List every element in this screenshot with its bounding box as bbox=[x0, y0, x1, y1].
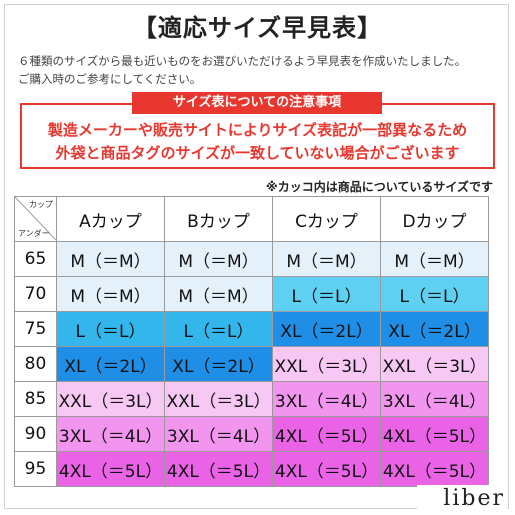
under-size: 95 bbox=[14, 451, 57, 487]
under-size: 75 bbox=[14, 311, 57, 347]
description-line: ご購入時のご参考にしてください。 bbox=[18, 72, 202, 86]
size-cell: XXL（＝3L） bbox=[56, 381, 165, 417]
corner-cup-label: カップ bbox=[29, 200, 53, 209]
page-title: 【適応サイズ早見表】 bbox=[132, 14, 383, 42]
table-row: 75 L（＝L） L（＝L） XL（＝2L） XL（＝2L） bbox=[14, 311, 489, 347]
notice-box: 製造メーカーや販売サイトによりサイズ表記が一部異なるため 外袋と商品タグのサイズ… bbox=[20, 103, 495, 169]
size-cell: L（＝L） bbox=[272, 276, 381, 312]
column-header: Dカップ bbox=[380, 196, 489, 242]
size-cell: XL（＝2L） bbox=[164, 346, 273, 382]
size-cell: M（＝M） bbox=[56, 241, 165, 277]
size-cell: 3XL（＝4L） bbox=[164, 416, 273, 452]
size-cell: XL（＝2L） bbox=[380, 311, 489, 347]
table-row: 65 M（＝M） M（＝M） M（＝M） M（＝M） bbox=[14, 241, 489, 277]
size-cell: 4XL（＝5L） bbox=[272, 416, 381, 452]
column-header: Cカップ bbox=[272, 196, 381, 242]
table-row: 80 XL（＝2L） XL（＝2L） XXL（＝3L） XXL（＝3L） bbox=[14, 346, 489, 382]
under-size: 65 bbox=[14, 241, 57, 277]
table-row: 70 M（＝M） M（＝M） L（＝L） L（＝L） bbox=[14, 276, 489, 312]
notice-line: 外袋と商品タグのサイズが一致していない場合がございます bbox=[55, 144, 460, 162]
table-header-row: カップ アンダー Aカップ Bカップ Cカップ Dカップ bbox=[14, 196, 489, 242]
table-corner: カップ アンダー bbox=[14, 196, 57, 242]
size-cell: M（＝M） bbox=[56, 276, 165, 312]
size-cell: XL（＝2L） bbox=[56, 346, 165, 382]
size-cell: 3XL（＝4L） bbox=[380, 381, 489, 417]
size-cell: M（＝M） bbox=[164, 241, 273, 277]
notice-panel: 製造メーカーや販売サイトによりサイズ表記が一部異なるため 外袋と商品タグのサイズ… bbox=[20, 92, 495, 176]
size-cell: L（＝L） bbox=[56, 311, 165, 347]
under-size: 80 bbox=[14, 346, 57, 382]
table-row: 90 3XL（＝4L） 3XL（＝4L） 4XL（＝5L） 4XL（＝5L） bbox=[14, 416, 489, 452]
column-header: Bカップ bbox=[164, 196, 273, 242]
size-cell: 4XL（＝5L） bbox=[56, 451, 165, 487]
notice-line: 製造メーカーや販売サイトによりサイズ表記が一部異なるため bbox=[47, 121, 468, 139]
size-cell: 3XL（＝4L） bbox=[56, 416, 165, 452]
description: ６種類のサイズから最も近いものをお選びいただけるよう早見表を作成いたしました。 … bbox=[18, 52, 503, 88]
size-cell: M（＝M） bbox=[272, 241, 381, 277]
size-note: ※カッコ内は商品についているサイズです bbox=[266, 180, 493, 194]
size-cell: XL（＝2L） bbox=[272, 311, 381, 347]
table-row: 85 XXL（＝3L） XXL（＝3L） 3XL（＝4L） 3XL（＝4L） bbox=[14, 381, 489, 417]
size-cell: L（＝L） bbox=[380, 276, 489, 312]
size-cell: L（＝L） bbox=[164, 311, 273, 347]
column-header: Aカップ bbox=[56, 196, 165, 242]
corner-diagonal bbox=[15, 197, 56, 241]
under-size: 70 bbox=[14, 276, 57, 312]
size-cell: 3XL（＝4L） bbox=[272, 381, 381, 417]
brand-watermark: liber bbox=[443, 486, 505, 511]
size-table: カップ アンダー Aカップ Bカップ Cカップ Dカップ 65 M（＝M） M（… bbox=[14, 196, 489, 487]
size-cell: XXL（＝3L） bbox=[272, 346, 381, 382]
size-cell: XXL（＝3L） bbox=[164, 381, 273, 417]
notice-heading: サイズ表についての注意事項 bbox=[132, 92, 382, 114]
size-cell: 4XL（＝5L） bbox=[380, 416, 489, 452]
image-frame bbox=[4, 4, 509, 509]
description-line: ６種類のサイズから最も近いものをお選びいただけるよう早見表を作成いたしました。 bbox=[18, 54, 467, 68]
under-size: 85 bbox=[14, 381, 57, 417]
size-cell: 4XL（＝5L） bbox=[380, 451, 489, 487]
size-cell: XXL（＝3L） bbox=[380, 346, 489, 382]
corner-under-label: アンダー bbox=[18, 229, 50, 238]
size-cell: M（＝M） bbox=[164, 276, 273, 312]
table-row: 95 4XL（＝5L） 4XL（＝5L） 4XL（＝5L） 4XL（＝5L） bbox=[14, 451, 489, 487]
size-cell: 4XL（＝5L） bbox=[164, 451, 273, 487]
under-size: 90 bbox=[14, 416, 57, 452]
size-cell: 4XL（＝5L） bbox=[272, 451, 381, 487]
size-cell: M（＝M） bbox=[380, 241, 489, 277]
brand-backdrop bbox=[417, 485, 507, 511]
